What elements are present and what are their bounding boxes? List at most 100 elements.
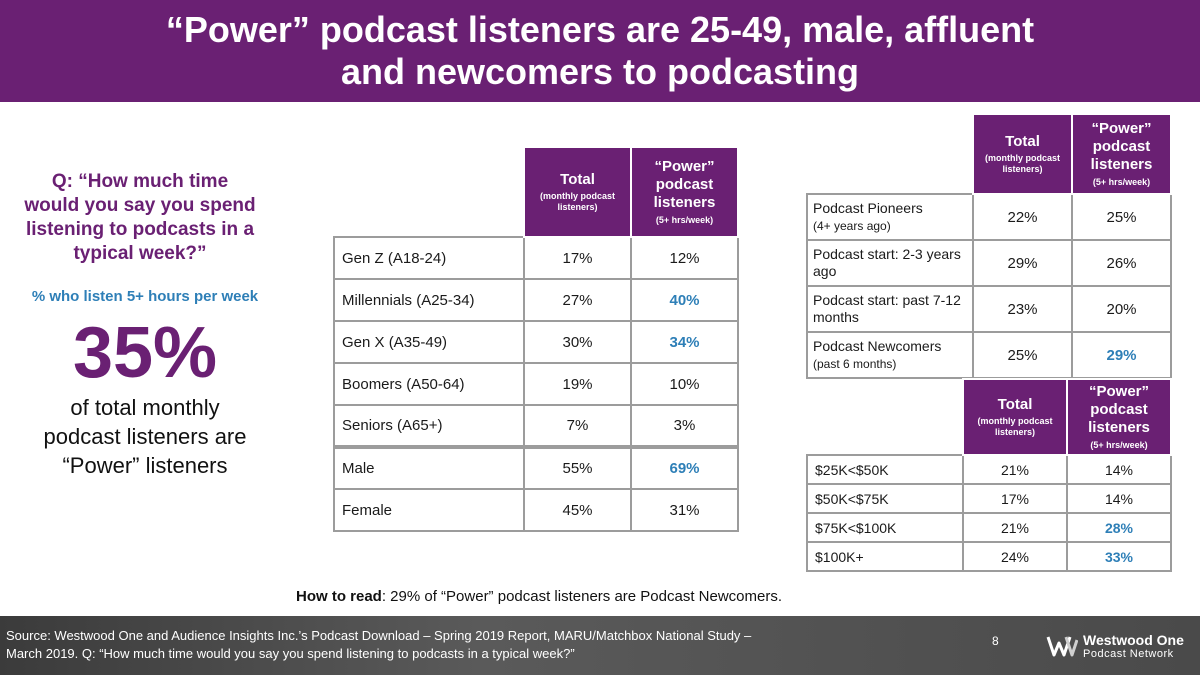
- total-header-label: Total: [997, 396, 1033, 413]
- power-header-label: “Power” podcast listeners: [1090, 120, 1153, 173]
- power-value-highlight: 40%: [630, 278, 739, 322]
- question-line: typical week?”: [73, 243, 207, 264]
- power-value-highlight: 34%: [630, 320, 739, 364]
- total-value: 22%: [972, 193, 1073, 241]
- table-row: $25K<$50K 21% 14%: [806, 454, 1172, 485]
- row-label-text: Podcast Pioneers: [813, 199, 923, 216]
- total-value: 17%: [962, 483, 1068, 514]
- power-header-sub: (5+ hrs/week): [1090, 440, 1148, 450]
- percent-description: of total monthly podcast listeners are “…: [0, 393, 290, 480]
- table-row: Female 45% 31%: [333, 488, 739, 532]
- table-row: Podcast start: 2-3 years ago 29% 26%: [806, 239, 1172, 287]
- total-header-sub: (monthly podcast listeners): [539, 191, 615, 212]
- how-to-read-text: : 29% of “Power” podcast listeners are P…: [381, 588, 783, 605]
- power-value: 20%: [1071, 285, 1172, 333]
- income-table: Total (monthly podcast listeners) “Power…: [806, 378, 1172, 572]
- blank-header-cell: [807, 114, 973, 194]
- total-value: 17%: [523, 236, 632, 280]
- total-value: 21%: [962, 454, 1068, 485]
- westwood-one-logo-icon: [1046, 636, 1078, 657]
- logo-name: Westwood One: [1083, 632, 1184, 648]
- row-label: Seniors (A65+): [333, 404, 525, 448]
- row-label: Gen X (A35-49): [333, 320, 525, 364]
- power-value-highlight: 33%: [1066, 541, 1172, 572]
- power-value: 3%: [630, 404, 739, 448]
- how-to-read-label: How to read: [296, 588, 382, 605]
- source-line: March 2019. Q: “How much time would you …: [6, 646, 575, 661]
- table-row: Boomers (A50-64) 19% 10%: [333, 362, 739, 406]
- survey-question: Q: “How much time would you say you spen…: [10, 170, 270, 266]
- total-header-sub: (monthly podcast listeners): [977, 416, 1053, 437]
- row-label: $100K+: [806, 541, 964, 572]
- row-label: Millennials (A25-34): [333, 278, 525, 322]
- row-label: Male: [333, 445, 525, 490]
- row-label-text: Podcast Newcomers: [813, 337, 942, 354]
- power-header-sub: (5+ hrs/week): [655, 215, 714, 225]
- total-value: 30%: [523, 320, 632, 364]
- row-label: Podcast Pioneers (4+ years ago): [806, 193, 974, 241]
- row-label: $25K<$50K: [806, 454, 964, 485]
- table-row: Seniors (A65+) 7% 3%: [333, 404, 739, 448]
- row-label: $50K<$75K: [806, 483, 964, 514]
- power-value: 12%: [630, 236, 739, 280]
- total-value: 27%: [523, 278, 632, 322]
- total-value: 23%: [972, 285, 1073, 333]
- question-line: Q: “How much time: [51, 171, 229, 192]
- total-value: 19%: [523, 362, 632, 406]
- podcast-tenure-table: Total (monthly podcast listeners) “Power…: [806, 113, 1172, 379]
- total-value: 25%: [972, 331, 1073, 379]
- total-value: 29%: [972, 239, 1073, 287]
- power-value: 31%: [630, 488, 739, 532]
- power-value: 14%: [1066, 454, 1172, 485]
- question-line: listening to podcasts in a: [25, 219, 255, 240]
- total-value: 45%: [523, 488, 632, 532]
- table-row: $50K<$75K 17% 14%: [806, 483, 1172, 514]
- total-column-header: Total (monthly podcast listeners): [972, 113, 1073, 195]
- page-title-line-2: and newcomers to podcasting: [340, 51, 860, 92]
- westwood-one-logo: Westwood One Podcast Network: [1046, 632, 1196, 664]
- power-header-label: “Power” podcast listeners: [653, 158, 716, 211]
- blank-header-cell: [807, 379, 963, 455]
- total-header-label: Total: [1005, 133, 1040, 150]
- total-header-label: Total: [560, 171, 595, 188]
- power-value: 25%: [1071, 193, 1172, 241]
- power-value-highlight: 28%: [1066, 512, 1172, 543]
- row-label-note: (past 6 months): [813, 356, 897, 371]
- table-row: $100K+ 24% 33%: [806, 541, 1172, 572]
- power-value-highlight: 69%: [630, 445, 739, 490]
- logo-subtitle: Podcast Network: [1083, 648, 1174, 660]
- page-title: “Power” podcast listeners are 25-49, mal…: [50, 9, 1150, 93]
- row-label-note: (4+ years ago): [813, 218, 891, 233]
- table-row: $75K<$100K 21% 28%: [806, 512, 1172, 543]
- total-header-sub: (monthly podcast listeners): [984, 153, 1060, 174]
- description-line: podcast listeners are: [43, 424, 247, 449]
- table-row: Male 55% 69%: [333, 445, 739, 490]
- power-header-label: “Power” podcast listeners: [1088, 383, 1150, 436]
- power-column-header: “Power” podcast listeners (5+ hrs/week): [1071, 113, 1172, 195]
- power-header-sub: (5+ hrs/week): [1092, 177, 1151, 187]
- row-label: $75K<$100K: [806, 512, 964, 543]
- table-row: Millennials (A25-34) 27% 40%: [333, 278, 739, 322]
- power-column-header: “Power” podcast listeners (5+ hrs/week): [1066, 378, 1172, 456]
- source-citation: Source: Westwood One and Audience Insigh…: [6, 627, 966, 663]
- total-column-header: Total (monthly podcast listeners): [523, 146, 632, 238]
- power-value-highlight: 29%: [1071, 331, 1172, 379]
- generation-gender-table: Total (monthly podcast listeners) “Power…: [333, 146, 739, 532]
- row-label: Podcast start: 2-3 years ago: [806, 239, 974, 287]
- table-row: Gen X (A35-49) 30% 34%: [333, 320, 739, 364]
- total-value: 21%: [962, 512, 1068, 543]
- table-row: Gen Z (A18-24) 17% 12%: [333, 236, 739, 280]
- question-line: would you say you spend: [24, 195, 256, 216]
- table-row: Podcast Pioneers (4+ years ago) 22% 25%: [806, 193, 1172, 241]
- table-row: Podcast Newcomers (past 6 months) 25% 29…: [806, 331, 1172, 379]
- row-label: Gen Z (A18-24): [333, 236, 525, 280]
- description-line: “Power” listeners: [62, 453, 228, 478]
- how-to-read-note: How to read: 29% of “Power” podcast list…: [296, 588, 916, 605]
- total-value: 24%: [962, 541, 1068, 572]
- total-value: 7%: [523, 404, 632, 448]
- source-line: Source: Westwood One and Audience Insigh…: [6, 628, 752, 643]
- page-title-line-1: “Power” podcast listeners are 25-49, mal…: [165, 9, 1035, 50]
- row-label: Boomers (A50-64): [333, 362, 525, 406]
- table-row: Podcast start: past 7-12 months 23% 20%: [806, 285, 1172, 333]
- total-column-header: Total (monthly podcast listeners): [962, 378, 1068, 456]
